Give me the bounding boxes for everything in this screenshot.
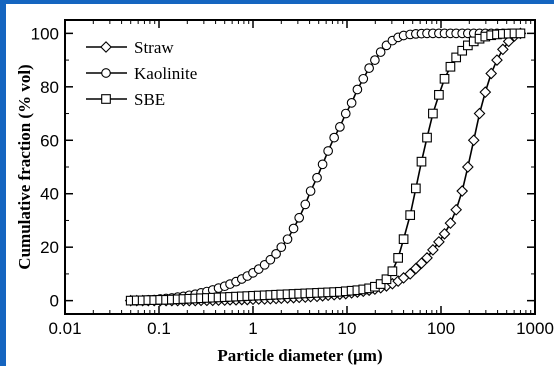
- data-point-sbe: [445, 61, 456, 72]
- y-tick-label: 100: [31, 24, 59, 43]
- data-point-straw: [496, 43, 509, 56]
- data-point-straw: [461, 161, 474, 173]
- data-point-kaolinite: [271, 249, 281, 259]
- data-point-straw: [479, 86, 492, 99]
- data-point-straw: [421, 251, 433, 264]
- x-tick-label: 100: [427, 319, 455, 338]
- data-point-kaolinite: [323, 146, 333, 156]
- legend-marker-kaolinite: [101, 68, 111, 78]
- data-point-kaolinite: [340, 108, 351, 119]
- legend-marker-sbe: [101, 94, 111, 104]
- y-tick-label: 60: [40, 131, 59, 150]
- data-point-kaolinite: [335, 122, 345, 132]
- data-point-straw: [433, 235, 445, 248]
- data-point-kaolinite: [282, 234, 293, 245]
- axis-ticks: 0.01 0.1 1 10 100 1000 0 20 40 60 80 100: [31, 20, 554, 338]
- x-tick-label: 10: [338, 319, 357, 338]
- data-point-sbe: [515, 28, 526, 39]
- data-point-straw: [409, 262, 422, 275]
- series-sbe: [125, 28, 526, 306]
- y-tick-label: 40: [40, 185, 59, 204]
- legend-label-kaolinite: Kaolinite: [134, 64, 197, 83]
- data-point-sbe: [393, 253, 403, 263]
- y-tick-label: 20: [40, 238, 59, 257]
- data-point-straw: [450, 203, 463, 216]
- data-point-sbe: [439, 73, 450, 84]
- data-point-straw: [456, 185, 469, 197]
- data-point-straw: [485, 67, 498, 80]
- data-point-kaolinite: [329, 132, 340, 143]
- data-point-kaolinite: [300, 199, 311, 210]
- data-point-sbe: [428, 108, 438, 119]
- x-tick-label: 1: [248, 319, 257, 338]
- data-point-sbe: [405, 210, 416, 220]
- data-point-sbe: [387, 266, 398, 277]
- data-point-sbe: [416, 156, 427, 167]
- data-point-kaolinite: [364, 63, 374, 73]
- data-point-kaolinite: [294, 212, 305, 223]
- data-point-sbe: [457, 45, 468, 56]
- legend-label-straw: Straw: [134, 38, 174, 57]
- series-layer: [124, 27, 527, 307]
- data-point-kaolinite: [265, 254, 276, 265]
- data-point-kaolinite: [305, 186, 316, 196]
- data-point-sbe: [410, 183, 421, 194]
- data-point-sbe: [434, 89, 444, 100]
- data-point-sbe: [422, 132, 432, 143]
- legend-label-sbe: SBE: [134, 90, 165, 109]
- x-axis-title: Particle diameter (µm): [217, 346, 382, 365]
- data-point-straw: [404, 268, 417, 280]
- y-tick-label: 80: [40, 78, 59, 97]
- data-point-kaolinite: [370, 55, 380, 65]
- data-point-straw: [502, 35, 515, 48]
- data-point-sbe: [398, 234, 409, 245]
- left-accent-bar: [0, 0, 6, 366]
- data-point-straw: [473, 107, 486, 120]
- x-tick-label: 0.1: [147, 319, 171, 338]
- top-accent-bar: [0, 0, 554, 4]
- x-tick-label: 1000: [516, 319, 554, 338]
- data-point-kaolinite: [375, 47, 386, 57]
- data-point-kaolinite: [346, 98, 357, 108]
- data-point-straw: [438, 227, 451, 240]
- legend: Straw Kaolinite SBE: [86, 38, 197, 109]
- data-point-sbe: [451, 52, 462, 63]
- data-point-kaolinite: [317, 159, 328, 170]
- data-point-straw: [491, 54, 503, 66]
- data-point-straw: [427, 243, 439, 256]
- data-point-kaolinite: [352, 84, 363, 95]
- data-point-kaolinite: [288, 223, 299, 234]
- y-axis-title: Cumulative fraction (% vol): [15, 64, 34, 269]
- data-point-straw: [444, 217, 457, 230]
- data-point-straw: [467, 134, 480, 147]
- x-tick-label: 0.01: [48, 319, 81, 338]
- legend-marker-straw: [100, 41, 112, 53]
- data-point-kaolinite: [276, 242, 287, 253]
- y-tick-label: 0: [50, 292, 59, 311]
- data-point-kaolinite: [358, 73, 369, 84]
- data-point-kaolinite: [312, 172, 322, 183]
- data-point-sbe: [381, 274, 392, 285]
